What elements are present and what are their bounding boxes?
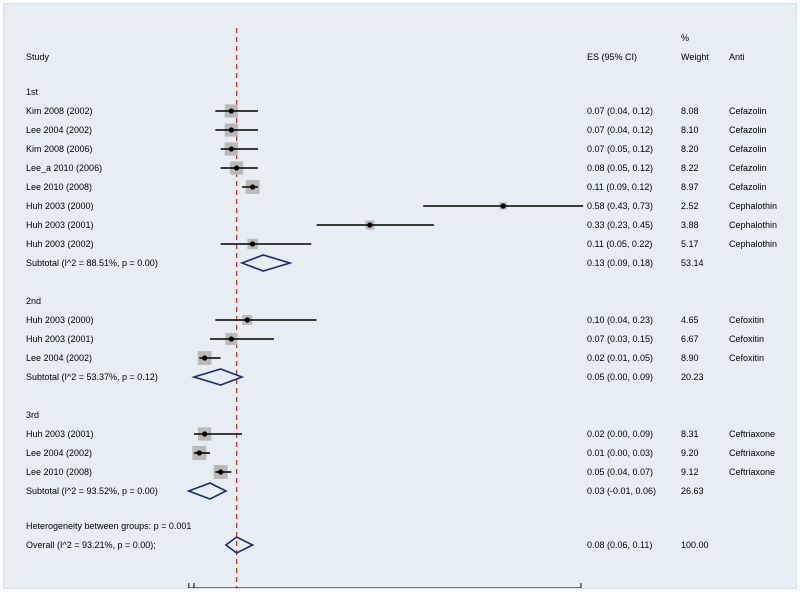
weight-text: 9.12 xyxy=(681,467,699,477)
group-label: 3rd xyxy=(26,410,39,420)
antibiotic-label: Cephalothin xyxy=(729,201,777,211)
antibiotic-label: Ceftriaxone xyxy=(729,429,775,439)
subtotal-es-text: 0.13 (0.09, 0.18) xyxy=(587,258,653,268)
antibiotic-label: Cephalothin xyxy=(729,239,777,249)
study-label: Huh 2003 (2001) xyxy=(26,220,94,230)
antibiotic-label: Cefoxitin xyxy=(729,334,764,344)
point-estimate xyxy=(234,165,240,171)
es-ci-text: 0.05 (0.04, 0.07) xyxy=(587,467,653,477)
study-label: Huh 2003 (2000) xyxy=(26,201,94,211)
subtotal-label: Subtotal (I^2 = 53.37%, p = 0.12) xyxy=(26,372,158,382)
study-label: Huh 2003 (2002) xyxy=(26,239,94,249)
es-ci-text: 0.07 (0.03, 0.15) xyxy=(587,334,653,344)
es-ci-text: 0.08 (0.05, 0.12) xyxy=(587,163,653,173)
study-label: Huh 2003 (2001) xyxy=(26,429,94,439)
weight-text: 9.20 xyxy=(681,448,699,458)
header-study: Study xyxy=(26,52,50,62)
study-label: Huh 2003 (2000) xyxy=(26,315,94,325)
heterogeneity-text: Heterogeneity between groups: p = 0.001 xyxy=(26,521,191,531)
antibiotic-label: Ceftriaxone xyxy=(729,448,775,458)
es-ci-text: 0.07 (0.04, 0.12) xyxy=(587,125,653,135)
group-label: 2nd xyxy=(26,296,41,306)
header-weight: Weight xyxy=(681,52,709,62)
subtotal-weight-text: 26.63 xyxy=(681,486,704,496)
point-estimate xyxy=(250,241,256,247)
antibiotic-label: Cefazolin xyxy=(729,182,767,192)
point-estimate xyxy=(202,431,208,437)
antibiotic-label: Cephalothin xyxy=(729,220,777,230)
group-label: 1st xyxy=(26,87,39,97)
overall-es-text: 0.08 (0.06, 0.11) xyxy=(587,540,652,550)
antibiotic-label: Cefoxitin xyxy=(729,315,764,325)
weight-text: 4.65 xyxy=(681,315,699,325)
weight-text: 6.67 xyxy=(681,334,699,344)
antibiotic-label: Ceftriaxone xyxy=(729,467,775,477)
weight-text: 3.88 xyxy=(681,220,699,230)
study-label: Lee 2004 (2002) xyxy=(26,448,92,458)
point-estimate xyxy=(202,355,208,361)
header-anti: Anti xyxy=(729,52,745,62)
weight-text: 8.08 xyxy=(681,106,699,116)
point-estimate xyxy=(218,469,224,475)
subtotal-diamond xyxy=(186,482,228,500)
study-label: Lee_a 2010 (2006) xyxy=(26,163,102,173)
antibiotic-label: Cefazolin xyxy=(729,125,767,135)
es-ci-text: 0.58 (0.43, 0.73) xyxy=(587,201,653,211)
weight-text: 8.90 xyxy=(681,353,699,363)
es-ci-text: 0.33 (0.23, 0.45) xyxy=(587,220,653,230)
subtotal-weight-text: 20.23 xyxy=(681,372,704,382)
forest-plot: % Study ES (95% CI) Weight Anti 1st Kim 2… xyxy=(26,28,777,588)
antibiotic-label: Cefazolin xyxy=(729,163,767,173)
es-ci-text: 0.07 (0.05, 0.12) xyxy=(587,144,653,154)
point-estimate xyxy=(500,203,506,209)
subtotal-weight-text: 53.14 xyxy=(681,258,704,268)
forest-plot-panel: % Study ES (95% CI) Weight Anti 1st Kim 2… xyxy=(3,3,797,589)
point-estimate xyxy=(228,127,234,133)
point-estimate xyxy=(228,108,234,114)
es-ci-text: 0.01 (0.00, 0.03) xyxy=(587,448,653,458)
weight-text: 2.52 xyxy=(681,201,699,211)
header-es: ES (95% CI) xyxy=(587,52,637,62)
weight-text: 8.97 xyxy=(681,182,699,192)
overall-diamond xyxy=(224,536,255,554)
study-label: Lee 2004 (2002) xyxy=(26,353,92,363)
es-ci-text: 0.02 (0.00, 0.09) xyxy=(587,429,653,439)
point-estimate xyxy=(228,146,234,152)
study-label: Kim 2008 (2002) xyxy=(26,106,93,116)
es-ci-text: 0.10 (0.04, 0.23) xyxy=(587,315,653,325)
subtotal-es-text: 0.05 (0.00, 0.09) xyxy=(587,372,653,382)
study-label: Huh 2003 (2001) xyxy=(26,334,94,344)
study-label: Lee 2004 (2002) xyxy=(26,125,92,135)
subtotal-diamond xyxy=(191,368,245,386)
point-estimate xyxy=(367,222,373,228)
study-label: Lee 2010 (2008) xyxy=(26,182,92,192)
header-weight-pct: % xyxy=(681,33,689,43)
point-estimate xyxy=(196,450,202,456)
antibiotic-label: Cefazolin xyxy=(729,144,767,154)
es-ci-text: 0.11 (0.09, 0.12) xyxy=(587,182,652,192)
overall-label: Overall (I^2 = 93.21%, p = 0.00); xyxy=(26,540,156,550)
weight-text: 8.22 xyxy=(681,163,699,173)
subtotal-label: Subtotal (I^2 = 88.51%, p = 0.00) xyxy=(26,258,158,268)
point-estimate xyxy=(244,317,250,323)
antibiotic-label: Cefazolin xyxy=(729,106,767,116)
antibiotic-label: Cefoxitin xyxy=(729,353,764,363)
weight-text: 5.17 xyxy=(681,239,699,249)
point-estimate xyxy=(228,336,234,342)
es-ci-text: 0.07 (0.04, 0.12) xyxy=(587,106,653,116)
subtotal-es-text: 0.03 (-0.01, 0.06) xyxy=(587,486,656,496)
es-ci-text: 0.11 (0.05, 0.22) xyxy=(587,239,652,249)
subtotal-label: Subtotal (I^2 = 93.52%, p = 0.00) xyxy=(26,486,158,496)
point-estimate xyxy=(250,184,256,190)
overall-weight-text: 100.00 xyxy=(681,540,709,550)
study-label: Lee 2010 (2008) xyxy=(26,467,92,477)
es-ci-text: 0.02 (0.01, 0.05) xyxy=(587,353,653,363)
weight-text: 8.10 xyxy=(681,125,699,135)
study-label: Kim 2008 (2006) xyxy=(26,144,93,154)
weight-text: 8.20 xyxy=(681,144,699,154)
weight-text: 8.31 xyxy=(681,429,699,439)
subtotal-diamond xyxy=(239,254,293,272)
